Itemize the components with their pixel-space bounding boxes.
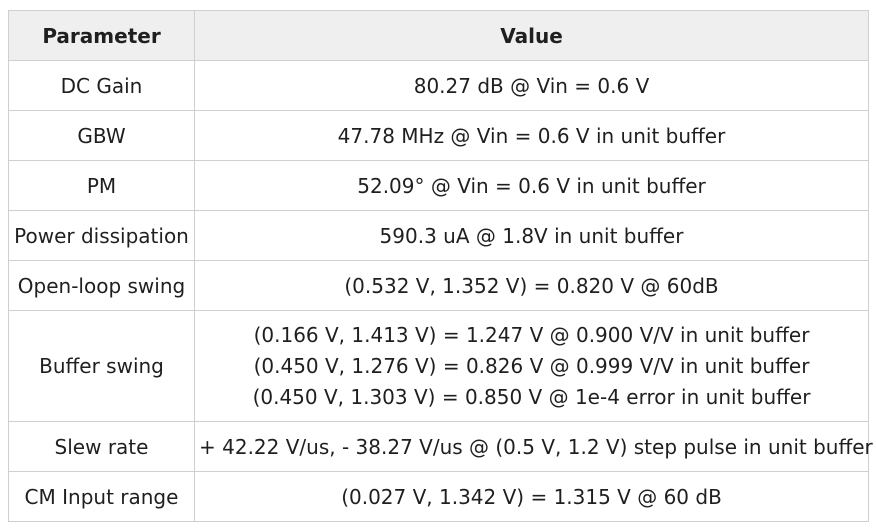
- value-cell: 80.27 dB @ Vin = 0.6 V: [194, 60, 869, 111]
- value-cell: 590.3 uA @ 1.8V in unit buffer: [194, 210, 869, 261]
- table-row: DC Gain 80.27 dB @ Vin = 0.6 V: [8, 60, 869, 111]
- parameter-cell: PM: [8, 160, 195, 211]
- value-line: (0.450 V, 1.276 V) = 0.826 V @ 0.999 V/V…: [253, 353, 810, 378]
- table-row: PM 52.09° @ Vin = 0.6 V in unit buffer: [8, 160, 869, 211]
- value-cell: 47.78 MHz @ Vin = 0.6 V in unit buffer: [194, 110, 869, 161]
- value-cell: + 42.22 V/us, - 38.27 V/us @ (0.5 V, 1.2…: [194, 421, 873, 472]
- table-row: Slew rate + 42.22 V/us, - 38.27 V/us @ (…: [8, 421, 873, 472]
- table-row: GBW 47.78 MHz @ Vin = 0.6 V in unit buff…: [8, 110, 869, 161]
- table-header: Parameter Value: [8, 10, 869, 61]
- spec-table-container: Parameter Value DC Gain 80.27 dB @ Vin =…: [8, 10, 873, 522]
- value-cell: 52.09° @ Vin = 0.6 V in unit buffer: [194, 160, 869, 211]
- parameter-cell: CM Input range: [8, 471, 195, 522]
- table-row: Power dissipation 590.3 uA @ 1.8V in uni…: [8, 210, 869, 261]
- header-value: Value: [194, 10, 869, 61]
- parameter-cell: DC Gain: [8, 60, 195, 111]
- value-cell: (0.532 V, 1.352 V) = 0.820 V @ 60dB: [194, 260, 869, 311]
- table-body: DC Gain 80.27 dB @ Vin = 0.6 V GBW 47.78…: [8, 60, 873, 522]
- header-parameter: Parameter: [8, 10, 195, 61]
- value-line: (0.166 V, 1.413 V) = 1.247 V @ 0.900 V/V…: [253, 322, 810, 347]
- value-cell: (0.027 V, 1.342 V) = 1.315 V @ 60 dB: [194, 471, 869, 522]
- table-row: CM Input range (0.027 V, 1.342 V) = 1.31…: [8, 471, 869, 522]
- spec-table: Parameter Value DC Gain 80.27 dB @ Vin =…: [8, 10, 873, 522]
- table-row: Open-loop swing (0.532 V, 1.352 V) = 0.8…: [8, 260, 869, 311]
- value-line: (0.450 V, 1.303 V) = 0.850 V @ 1e-4 erro…: [252, 384, 811, 409]
- parameter-cell: Power dissipation: [8, 210, 195, 261]
- header-row: Parameter Value: [8, 10, 869, 61]
- value-cell: (0.166 V, 1.413 V) = 1.247 V @ 0.900 V/V…: [194, 310, 869, 422]
- table-row: Buffer swing (0.166 V, 1.413 V) = 1.247 …: [8, 310, 869, 422]
- parameter-cell: Buffer swing: [8, 310, 195, 422]
- parameter-cell: Slew rate: [8, 421, 195, 472]
- parameter-cell: Open-loop swing: [8, 260, 195, 311]
- parameter-cell: GBW: [8, 110, 195, 161]
